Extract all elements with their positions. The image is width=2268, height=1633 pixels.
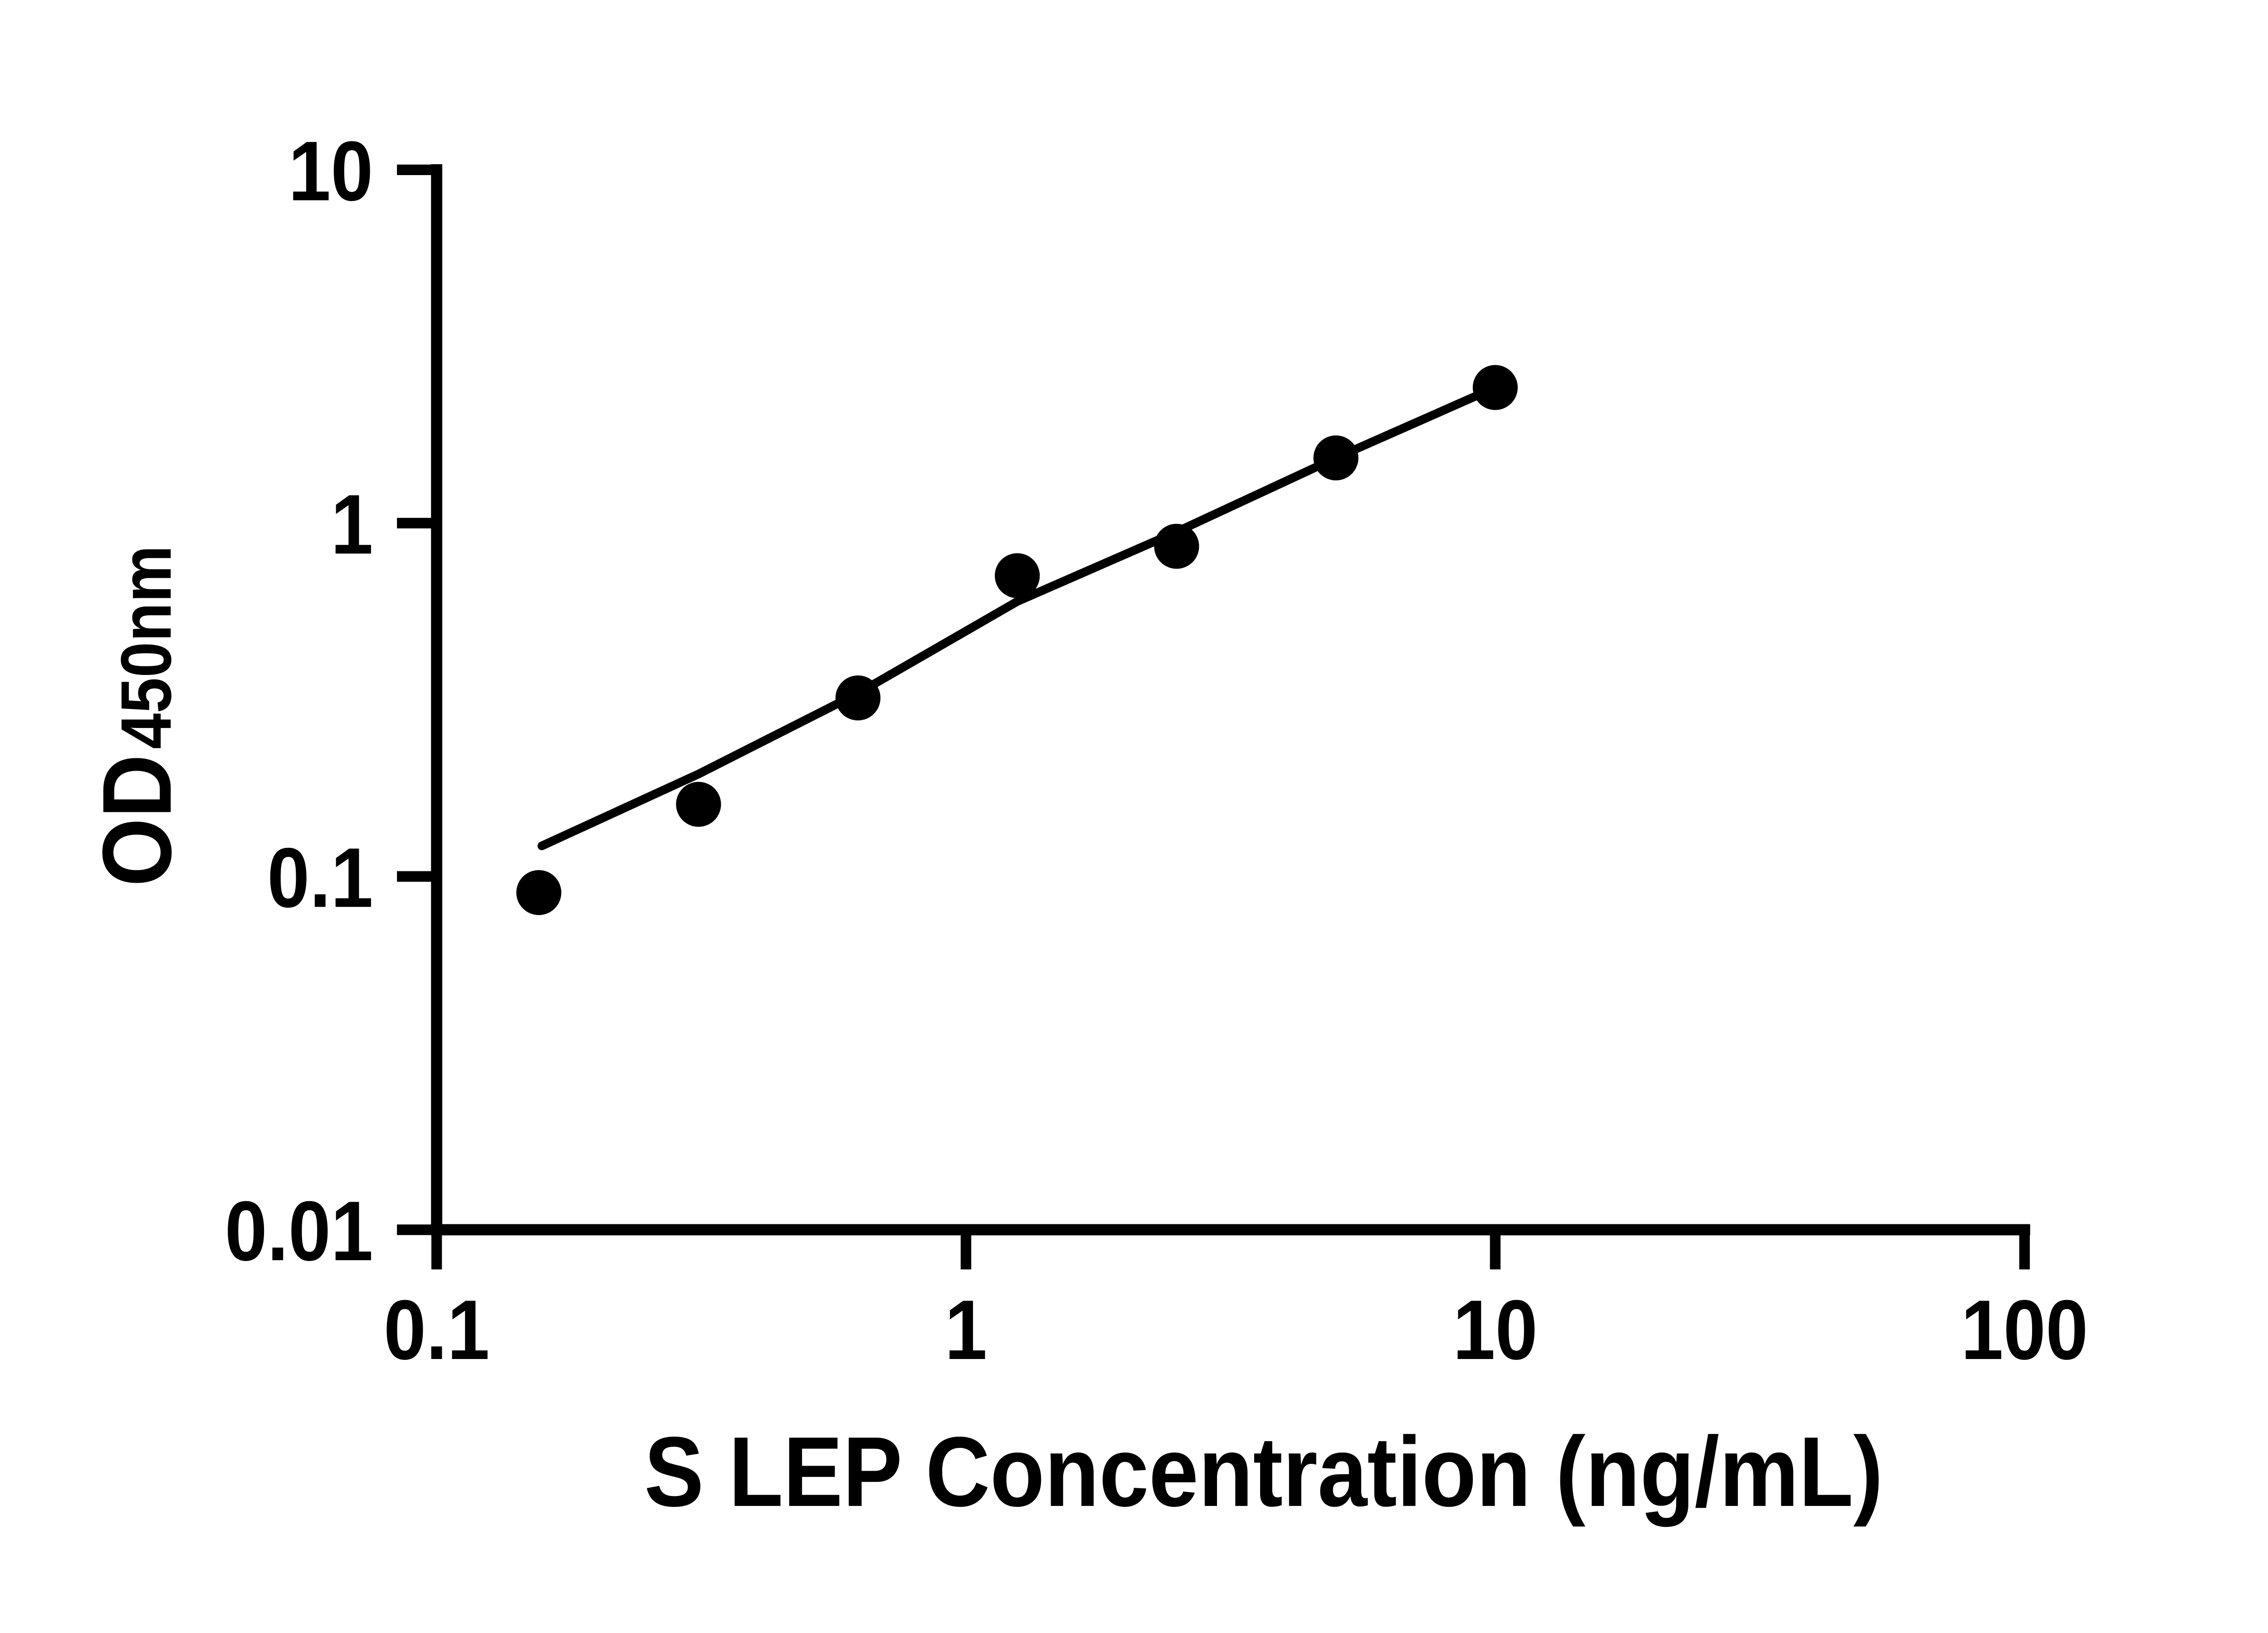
data-point [1313, 435, 1359, 481]
data-point [995, 553, 1040, 598]
x-tick-label: 10 [1453, 1282, 1538, 1377]
data-point [516, 870, 562, 915]
data-point [1472, 365, 1518, 410]
data-point [1154, 523, 1199, 569]
data-points [516, 365, 1518, 915]
x-tick-label: 0.1 [384, 1282, 490, 1377]
x-tick-label: 100 [1961, 1282, 2088, 1377]
y-axis-title-subscript: 450nm [106, 545, 186, 749]
y-tick-label: 0.1 [267, 830, 373, 925]
y-tick-label: 1 [331, 477, 373, 572]
y-tick-label: 0.01 [225, 1183, 373, 1278]
data-point [835, 675, 881, 721]
plot-area [516, 365, 1518, 915]
x-axis-ticks: 0.1 1 10 100 [384, 1230, 2088, 1377]
x-tick-label: 1 [945, 1282, 987, 1377]
x-axis-title: S LEP Concentration (ng/mL) [644, 1417, 1883, 1527]
data-point [676, 782, 721, 827]
y-tick-label: 10 [288, 123, 373, 218]
y-axis-title: OD 450nm [82, 545, 192, 886]
y-axis-ticks: 10 1 0.1 0.01 [225, 123, 437, 1278]
y-axis-title-main: OD [82, 754, 192, 886]
